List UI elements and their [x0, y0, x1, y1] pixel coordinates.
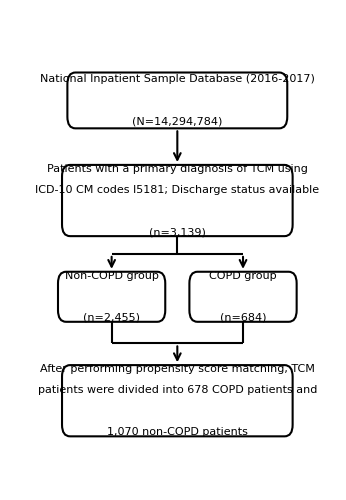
Text: Patients with a primary diagnosis of TCM using: Patients with a primary diagnosis of TCM… — [47, 164, 308, 174]
Text: 1,070 non-COPD patients: 1,070 non-COPD patients — [107, 428, 248, 438]
Text: patients were divided into 678 COPD patients and: patients were divided into 678 COPD pati… — [38, 385, 317, 395]
Text: National Inpatient Sample Database (2016-2017): National Inpatient Sample Database (2016… — [40, 74, 315, 84]
Text: (n=684): (n=684) — [220, 313, 266, 323]
Text: (N=14,294,784): (N=14,294,784) — [132, 116, 222, 126]
Text: COPD group: COPD group — [209, 270, 277, 280]
FancyBboxPatch shape — [67, 72, 287, 128]
Text: Non-COPD group: Non-COPD group — [65, 270, 158, 280]
FancyBboxPatch shape — [58, 272, 165, 322]
FancyBboxPatch shape — [189, 272, 297, 322]
FancyBboxPatch shape — [62, 365, 293, 436]
Text: (n=2,455): (n=2,455) — [83, 313, 140, 323]
Text: (n=3,139): (n=3,139) — [149, 228, 206, 237]
Text: After performing propensity score matching, TCM: After performing propensity score matchi… — [40, 364, 315, 374]
Text: ICD-10 CM codes I5181; Discharge status available: ICD-10 CM codes I5181; Discharge status … — [35, 185, 319, 195]
FancyBboxPatch shape — [62, 165, 293, 236]
